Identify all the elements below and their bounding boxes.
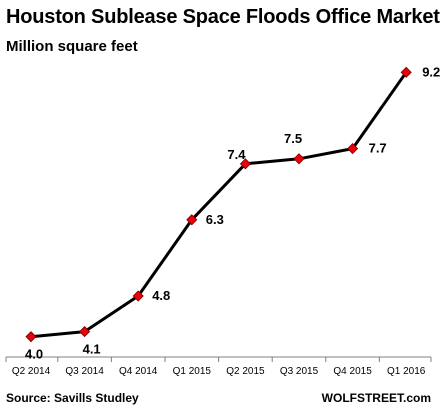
data-marker: [25, 331, 37, 343]
data-marker: [400, 66, 412, 78]
x-tick-label: Q4 2015: [333, 366, 372, 377]
x-tick-label: Q4 2014: [119, 366, 158, 377]
data-label: 4.0: [25, 347, 43, 362]
data-marker: [293, 153, 305, 165]
x-tick-label: Q2 2014: [12, 366, 51, 377]
data-label: 7.7: [369, 141, 387, 156]
data-marker: [347, 143, 359, 155]
x-tick-label: Q3 2014: [65, 366, 104, 377]
x-tick-label: Q2 2015: [226, 366, 265, 377]
data-label: 7.4: [227, 147, 246, 162]
x-axis: Q2 2014 Q3 2014 Q4 2014 Q1 2015 Q2 2015 Q3 20…: [5, 356, 432, 377]
series-line: [30, 71, 408, 339]
data-marker: [132, 290, 144, 302]
data-marker: [186, 214, 198, 226]
x-tick-label: Q1 2015: [173, 366, 212, 377]
data-marker: [79, 326, 91, 338]
source-note: Source: Savills Studley: [6, 391, 139, 405]
chart-title: Houston Sublease Space Floods Office Mar…: [6, 6, 440, 28]
x-tick-label: Q1 2016: [387, 366, 426, 377]
data-label-group: 4.0 4.1 4.8 6.3 7.4 7.5 7.7 9.2: [25, 64, 440, 361]
data-label: 4.1: [83, 342, 101, 357]
x-tick-label: Q3 2015: [280, 366, 319, 377]
data-label: 4.8: [152, 288, 170, 303]
credit-text: WOLFSTREET.com: [321, 391, 431, 405]
data-marker: [239, 158, 251, 170]
chart-subtitle: Million square feet: [6, 38, 138, 55]
data-marker-group: [25, 66, 412, 343]
data-label: 9.2: [422, 64, 440, 79]
data-label: 6.3: [206, 212, 224, 227]
series-line-group: [30, 71, 408, 339]
data-label: 7.5: [284, 131, 302, 146]
